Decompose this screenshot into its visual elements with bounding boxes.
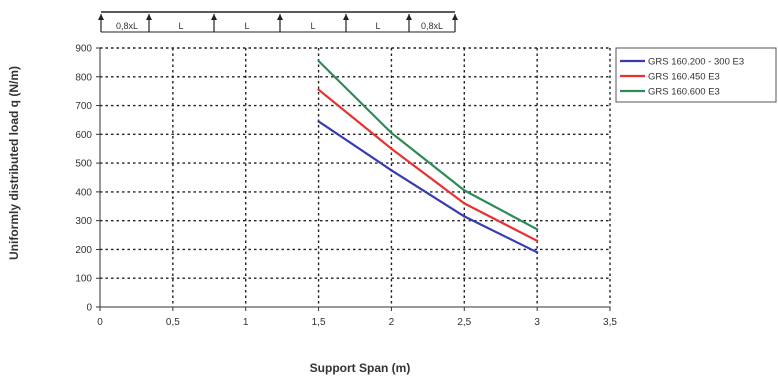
y-tick-label: 0 [86, 303, 92, 314]
x-tick-label: 1 [243, 317, 249, 328]
support-diagram: 0,8xL L L L L 0,8xL [98, 11, 458, 33]
x-tick-label: 0 [97, 317, 103, 328]
span-label: L [310, 21, 315, 31]
support-arrowhead [452, 14, 458, 20]
y-tick-label: 900 [75, 44, 92, 55]
support-arrowhead [343, 14, 349, 20]
data-point [463, 202, 466, 205]
x-tick-label: 3,5 [603, 317, 617, 328]
data-point [535, 239, 539, 243]
x-tick-label: 2,5 [457, 317, 471, 328]
axes: 0 100 200 300 400 500 600 700 800 900 0 0,5 1 1,5 2 2,5… [75, 44, 617, 329]
y-tick-label: 700 [75, 101, 92, 112]
x-tick-label: 2 [389, 317, 395, 328]
y-tick-label: 800 [75, 72, 92, 83]
series-line-1 [317, 120, 538, 254]
data-point [535, 251, 539, 254]
series-layer [317, 59, 539, 254]
y-tick-label: 500 [75, 159, 92, 170]
span-label: L [375, 21, 380, 31]
y-tick-label: 300 [75, 216, 92, 227]
span-label: L [244, 21, 249, 31]
support-arrowhead [98, 14, 104, 20]
series-line-2 [317, 88, 538, 242]
data-point [463, 215, 466, 218]
y-axis-title: Uniformly distributed load q (N/m) [7, 66, 21, 260]
data-point [390, 147, 393, 150]
y-tick-label: 200 [75, 245, 92, 256]
y-tick-label: 400 [75, 187, 92, 198]
y-tick-label: 600 [75, 130, 92, 141]
data-point [317, 59, 320, 63]
support-arrowhead [211, 14, 217, 20]
y-tick-label: 100 [75, 274, 92, 285]
x-axis-title: Support Span (m) [310, 361, 411, 375]
data-point [463, 189, 466, 192]
data-point [535, 228, 539, 231]
grid [100, 47, 611, 307]
legend-label: GRS 160.600 E3 [648, 87, 720, 98]
data-point [317, 120, 320, 123]
support-arrowhead [146, 14, 152, 20]
span-label: L [178, 21, 183, 31]
support-arrowhead [406, 14, 412, 20]
x-tick-label: 3 [534, 317, 540, 328]
support-arrowhead [277, 14, 283, 20]
legend-label: GRS 160.200 - 300 E3 [648, 57, 744, 68]
series-line-3 [317, 60, 538, 231]
x-tick-label: 0,5 [166, 317, 180, 328]
data-point [317, 88, 320, 91]
legend: GRS 160.200 - 300 E3 GRS 160.450 E3 GRS 16… [615, 47, 777, 103]
span-label: 0,8xL [116, 21, 138, 31]
data-point [390, 169, 393, 172]
span-label: 0,8xL [421, 21, 443, 31]
data-point [390, 131, 393, 135]
x-tick-label: 1,5 [312, 317, 326, 328]
legend-label: GRS 160.450 E3 [648, 72, 720, 83]
